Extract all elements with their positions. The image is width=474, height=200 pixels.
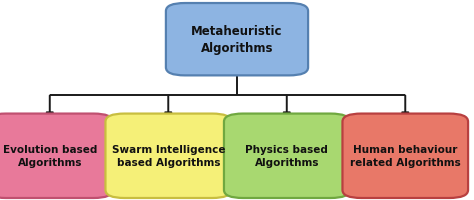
FancyBboxPatch shape	[342, 114, 468, 198]
FancyBboxPatch shape	[166, 4, 308, 76]
Text: Physics based
Algorithms: Physics based Algorithms	[246, 144, 328, 168]
Text: Human behaviour
related Algorithms: Human behaviour related Algorithms	[350, 144, 461, 168]
Text: Swarm Intelligence
based Algorithms: Swarm Intelligence based Algorithms	[111, 144, 225, 168]
Text: Metaheuristic
Algorithms: Metaheuristic Algorithms	[191, 25, 283, 55]
Text: Evolution based
Algorithms: Evolution based Algorithms	[2, 144, 97, 168]
FancyBboxPatch shape	[105, 114, 231, 198]
FancyBboxPatch shape	[0, 114, 113, 198]
FancyBboxPatch shape	[224, 114, 350, 198]
